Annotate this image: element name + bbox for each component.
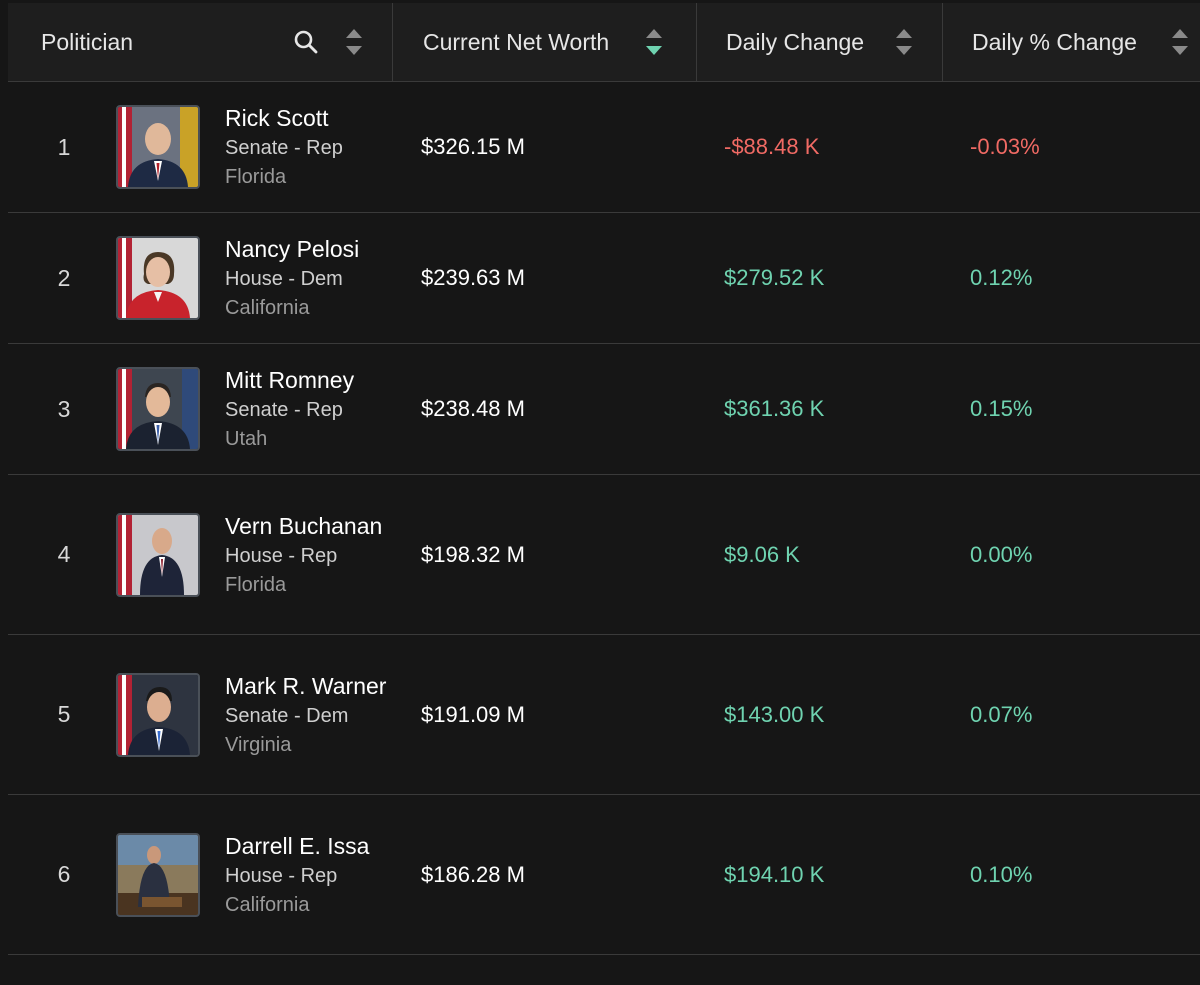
politician-header-label: Politician	[41, 28, 134, 55]
rank: 1	[57, 133, 71, 160]
sort-desc-active-icon[interactable]	[645, 25, 663, 59]
daily-pct-change-value: 0.12%	[970, 265, 1033, 290]
politician-info: Mitt Romney Senate - Rep Utah	[225, 365, 390, 453]
avatar[interactable]	[116, 672, 200, 757]
pct-header-label: Daily % Change	[972, 28, 1137, 55]
table-row[interactable]: 4 Vern Buchanan House - Rep Florida $198…	[8, 475, 1200, 635]
politician-name[interactable]: Rick Scott	[225, 105, 329, 131]
net-worth-value: $191.09 M	[421, 701, 525, 727]
table-header: Politician Current Net Worth Daily Chang…	[8, 3, 1200, 82]
politician-info: Mark R. Warner Senate - Dem Virginia	[225, 671, 390, 759]
daily-pct-change-value: 0.00%	[970, 541, 1033, 567]
state: Virginia	[225, 733, 292, 756]
rank: 6	[57, 861, 71, 887]
net-worth-table: Politician Current Net Worth Daily Chang…	[8, 3, 1200, 985]
portrait-image	[118, 369, 198, 449]
sort-icon[interactable]	[895, 25, 913, 59]
rank: 5	[57, 701, 71, 727]
rank: 4	[57, 541, 71, 567]
portrait-image	[118, 107, 198, 187]
sort-icon[interactable]	[345, 25, 363, 59]
daily-change-value: -$88.48 K	[724, 134, 820, 159]
state: Utah	[225, 428, 268, 450]
daily-change-value: $279.52 K	[724, 265, 825, 290]
portrait-image	[118, 514, 198, 595]
avatar[interactable]	[116, 236, 200, 320]
table-row[interactable]: 1 Rick Scott Senate - Rep Florida $326.1…	[8, 82, 1200, 213]
networth-header-label: Current Net Worth	[423, 28, 610, 55]
chamber-party: House - Rep	[225, 544, 338, 567]
avatar[interactable]	[116, 367, 200, 451]
sort-icon[interactable]	[1171, 25, 1189, 59]
net-worth-value: $326.15 M	[421, 134, 525, 159]
table-row[interactable]: 6 Darrell E. Issa House - Rep California…	[8, 795, 1200, 955]
chamber-party: House - Dem	[225, 268, 343, 290]
daily-pct-change-value: 0.10%	[970, 861, 1033, 887]
daily-pct-change-value: 0.07%	[970, 701, 1033, 727]
column-header-daily-change[interactable]: Daily Change	[696, 3, 942, 81]
politician-info: Vern Buchanan House - Rep Florida	[225, 511, 390, 599]
daily-header-label: Daily Change	[726, 28, 865, 55]
daily-pct-change-value: 0.15%	[970, 396, 1033, 421]
chamber-party: Senate - Rep	[225, 399, 343, 421]
column-header-net-worth[interactable]: Current Net Worth	[392, 3, 696, 81]
rank: 2	[57, 264, 71, 291]
portrait-image	[118, 834, 198, 915]
column-header-daily-pct-change[interactable]: Daily % Change	[942, 3, 1200, 81]
politician-name[interactable]: Mitt Romney	[225, 367, 355, 393]
column-header-politician[interactable]: Politician	[8, 3, 392, 81]
politician-name[interactable]: Mark R. Warner	[225, 672, 387, 699]
avatar[interactable]	[116, 105, 200, 189]
politician-name[interactable]: Darrell E. Issa	[225, 832, 370, 859]
state: California	[225, 297, 310, 319]
search-icon[interactable]	[293, 29, 319, 55]
daily-change-value: $361.36 K	[724, 396, 825, 421]
chamber-party: House - Rep	[225, 864, 338, 887]
state: California	[225, 893, 310, 916]
table-row[interactable]: 5 Mark R. Warner Senate - Dem Virginia $…	[8, 635, 1200, 795]
net-worth-value: $198.32 M	[421, 541, 525, 567]
avatar[interactable]	[116, 832, 200, 917]
daily-change-value: $194.10 K	[724, 861, 825, 887]
state: Florida	[225, 166, 287, 188]
state: Florida	[225, 573, 287, 596]
table-row[interactable]: 2 Nancy Pelosi House - Dem California $2…	[8, 213, 1200, 344]
rank: 3	[57, 395, 71, 422]
daily-change-value: $143.00 K	[724, 701, 825, 727]
net-worth-value: $238.48 M	[421, 396, 525, 421]
chamber-party: Senate - Dem	[225, 704, 349, 727]
table-next-row-partial	[8, 955, 1200, 985]
daily-pct-change-value: -0.03%	[970, 134, 1040, 159]
politician-info: Darrell E. Issa House - Rep California	[225, 831, 390, 919]
table-row[interactable]: 3 Mitt Romney Senate - Rep Utah $238.48 …	[8, 344, 1200, 475]
chamber-party: Senate - Rep	[225, 137, 343, 159]
portrait-image	[118, 238, 198, 318]
politician-info: Rick Scott Senate - Rep Florida	[225, 103, 390, 191]
net-worth-value: $239.63 M	[421, 265, 525, 290]
avatar[interactable]	[116, 512, 200, 597]
daily-change-value: $9.06 K	[724, 541, 800, 567]
portrait-image	[118, 674, 198, 755]
politician-name[interactable]: Vern Buchanan	[225, 512, 383, 539]
politician-name[interactable]: Nancy Pelosi	[225, 236, 360, 262]
net-worth-value: $186.28 M	[421, 861, 525, 887]
politician-info: Nancy Pelosi House - Dem California	[225, 234, 390, 322]
